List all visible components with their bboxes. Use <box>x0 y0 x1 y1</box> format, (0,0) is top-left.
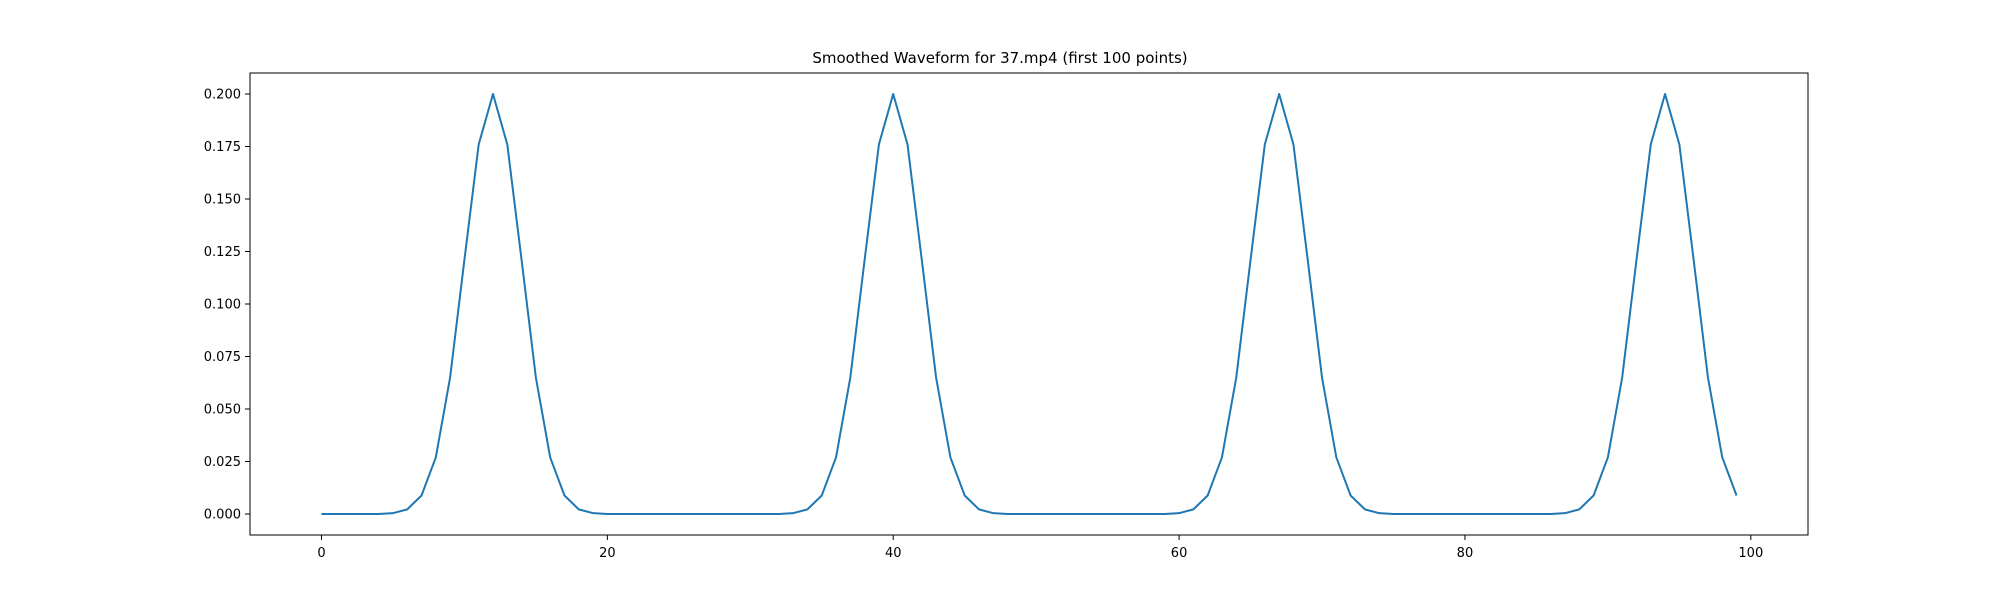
y-tick-label: 0.150 <box>204 193 241 208</box>
x-tick-label: 0 <box>317 546 325 561</box>
plot-area: 0 20 40 60 80 100 0.000 0.025 0.050 0.075 0.100 0.1… <box>204 72 1809 561</box>
y-tick-label: 0.100 <box>204 298 241 313</box>
x-tick-label: 20 <box>599 546 616 561</box>
chart-title: Smoothed Waveform for 37.mp4 (first 100 … <box>812 49 1187 67</box>
y-tick-label: 0.000 <box>204 508 241 523</box>
series-line <box>321 93 1738 515</box>
x-tick-label: 60 <box>1171 546 1188 561</box>
plot-frame <box>249 72 1809 536</box>
y-tick-label: 0.075 <box>204 350 241 365</box>
x-tick-label: 40 <box>885 546 902 561</box>
y-tick-label: 0.125 <box>204 245 241 260</box>
y-tick-label: 0.175 <box>204 140 241 155</box>
y-tick-label: 0.050 <box>204 403 241 418</box>
y-tick-label: 0.200 <box>204 88 241 103</box>
x-tick-label: 100 <box>1738 546 1763 561</box>
y-tick-label: 0.025 <box>204 455 241 470</box>
x-tick-label: 80 <box>1457 546 1474 561</box>
